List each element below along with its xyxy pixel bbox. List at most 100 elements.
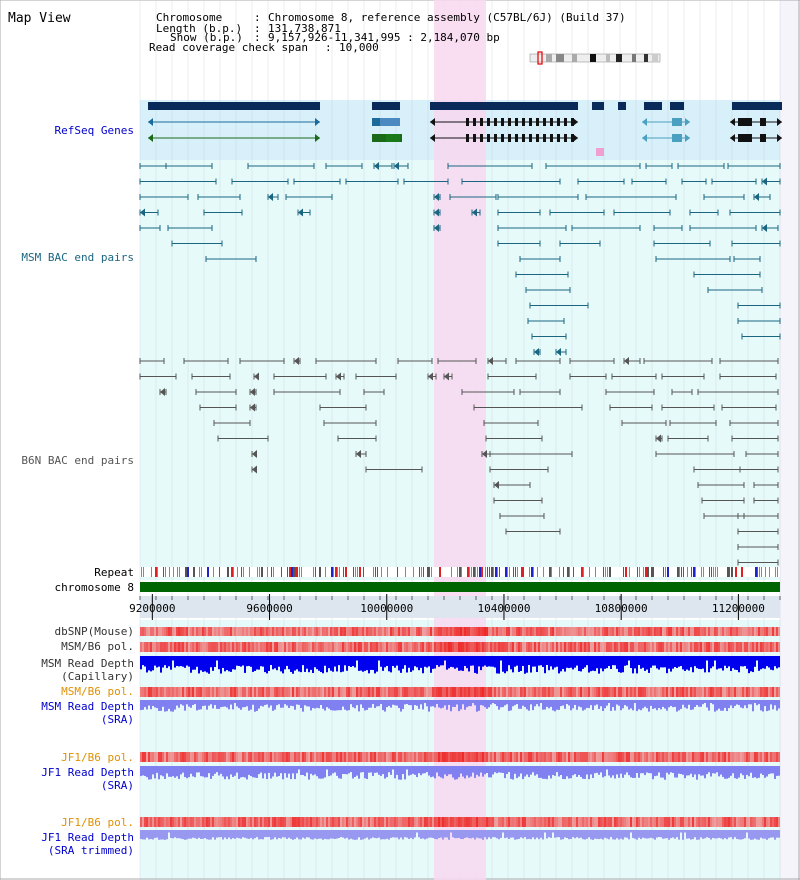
repeat-element <box>227 567 229 577</box>
msm-b6-pol-bin <box>598 642 600 652</box>
gene-exon <box>564 118 567 126</box>
repeat-element <box>373 567 374 577</box>
repeat-element <box>595 567 596 577</box>
jf1-b6-pol-bin <box>290 752 292 762</box>
msm-depth-sra-bin <box>602 700 604 711</box>
msm-b6-pol-sra-bin <box>412 687 414 697</box>
msm-bac-label[interactable]: MSM BAC end pairs <box>21 251 134 264</box>
jf1-b6-pol-trimmed-bin <box>428 817 430 827</box>
msm-depth-capillary-bin <box>744 656 746 667</box>
chromosome-ideogram[interactable] <box>529 51 661 65</box>
gene-block[interactable] <box>372 102 400 110</box>
jf1-b6-pol-trimmed-bin <box>446 817 448 827</box>
msm-depth-capillary-bin <box>152 656 154 671</box>
msm-depth-sra-bin <box>640 700 642 711</box>
jf1-b6-pol-trimmed-bin <box>548 817 550 827</box>
gene-block[interactable] <box>732 102 782 110</box>
msm-b6-pol-bin <box>378 642 380 652</box>
msm-b6-pol-bin <box>722 642 724 652</box>
msm-depth-sra-bin <box>164 700 166 712</box>
ideogram-band <box>652 54 658 62</box>
b6n-bac-label[interactable]: B6N BAC end pairs <box>21 454 134 467</box>
dbsnp-bin <box>306 627 308 636</box>
highlight-region[interactable] <box>434 0 486 880</box>
msm-depth-sra-bin <box>546 700 548 707</box>
msm-bac-track[interactable] <box>139 162 781 356</box>
dbsnp-bin <box>328 627 330 636</box>
msm-b6-pol-bin <box>312 642 314 652</box>
msm-depth-sra-label-1[interactable]: MSM Read Depth <box>41 700 134 713</box>
variation-tracks[interactable] <box>140 627 780 840</box>
msm-b6-pol-sra-bin <box>538 687 540 697</box>
jf1-depth-sra-bin <box>406 766 408 770</box>
msm-depth-sra-bin <box>490 700 492 705</box>
jf1-b6-pol-trimmed-bin <box>462 817 464 827</box>
msm-depth-sra-bin <box>454 700 456 708</box>
jf1-depth-sra-bin <box>532 766 534 773</box>
msm-depth-capillary-bin <box>624 656 626 666</box>
jf1-depth-sra-bin <box>230 766 232 775</box>
gene-block[interactable] <box>430 102 578 110</box>
jf1-depth-sra-label-1[interactable]: JF1 Read Depth <box>41 766 134 779</box>
msm-depth-capillary-bin <box>260 656 262 667</box>
msm-depth-capillary-bin <box>710 656 712 669</box>
jf1-depth-trimmed-bin <box>520 830 522 838</box>
msm-depth-capillary-bin <box>530 656 532 673</box>
refseq-track[interactable] <box>148 102 782 156</box>
repeat-label[interactable]: Repeat <box>94 566 134 579</box>
jf1-depth-trimmed-label-1[interactable]: JF1 Read Depth <box>41 831 134 844</box>
ruler-tick-label: 9600000 <box>246 602 292 615</box>
jf1-b6-pol-bin <box>654 752 656 762</box>
dbsnp-bin <box>370 627 372 636</box>
dbsnp-bin <box>214 627 216 636</box>
jf1-b6-pol-bin <box>750 752 752 762</box>
msm-depth-capillary-bin <box>656 656 658 669</box>
msm-b6-pol-bin <box>408 642 410 652</box>
jf1-b6-pol-trimmed-bin <box>610 817 612 827</box>
repeat-track[interactable] <box>140 567 780 577</box>
b6n-bac-track[interactable] <box>139 357 779 566</box>
msm-depth-sra-bin <box>568 700 570 706</box>
dbsnp-bin <box>246 627 248 636</box>
coverage-span-key: Read coverage check span <box>149 41 308 54</box>
jf1-depth-trimmed-bin <box>272 830 274 840</box>
jf1-b6-pol-bin <box>776 752 778 762</box>
msm-b6-pol-bin <box>366 642 368 652</box>
gene-block[interactable] <box>592 102 604 110</box>
jf1-b6-pol-label[interactable]: JF1/B6 pol. <box>61 751 134 764</box>
jf1-depth-trimmed-bin <box>418 830 420 838</box>
msm-depth-capillary-bin <box>234 656 236 670</box>
jf1-b6-pol-bin <box>706 752 708 762</box>
repeat-element <box>521 567 523 577</box>
jf1-depth-sra-bin <box>292 766 294 774</box>
gene-block[interactable] <box>670 102 684 110</box>
jf1-b6-pol-bin <box>412 752 414 762</box>
msm-b6-pol-label[interactable]: MSM/B6 pol. <box>61 640 134 653</box>
msm-depth-capillary-label-1[interactable]: MSM Read Depth <box>41 657 134 670</box>
msm-b6-pol-sra-bin <box>156 687 158 697</box>
jf1-b6-pol-trimmed-bin <box>676 817 678 827</box>
ideogram-position-marker[interactable] <box>537 51 543 65</box>
dbsnp-bin <box>562 627 564 636</box>
msm-depth-capillary-bin <box>208 656 210 674</box>
msm-b6-pol-sra-bin <box>776 687 778 697</box>
msm-depth-sra-bin <box>246 700 248 707</box>
msm-b6-pol-sra-label[interactable]: MSM/B6 pol. <box>61 685 134 698</box>
dbsnp-bin <box>756 627 758 636</box>
msm-depth-sra-bin <box>718 700 720 709</box>
refseq-label[interactable]: RefSeq Genes <box>55 124 134 137</box>
msm-depth-sra-bin <box>410 700 412 706</box>
gene-block[interactable] <box>644 102 662 110</box>
jf1-depth-trimmed-bin <box>326 830 328 840</box>
jf1-depth-trimmed-bin <box>374 830 376 839</box>
gene-block[interactable] <box>148 102 320 110</box>
jf1-depth-trimmed-bin <box>508 830 510 839</box>
jf1-depth-trimmed-bin <box>216 830 218 838</box>
jf1-b6-pol-trimmed-label[interactable]: JF1/B6 pol. <box>61 816 134 829</box>
dbsnp-label[interactable]: dbSNP(Mouse) <box>55 625 134 638</box>
jf1-depth-trimmed-bin <box>656 830 658 838</box>
snp-marker[interactable] <box>596 148 604 156</box>
msm-depth-capillary-bin <box>148 656 150 671</box>
jf1-b6-pol-bin <box>398 752 400 762</box>
